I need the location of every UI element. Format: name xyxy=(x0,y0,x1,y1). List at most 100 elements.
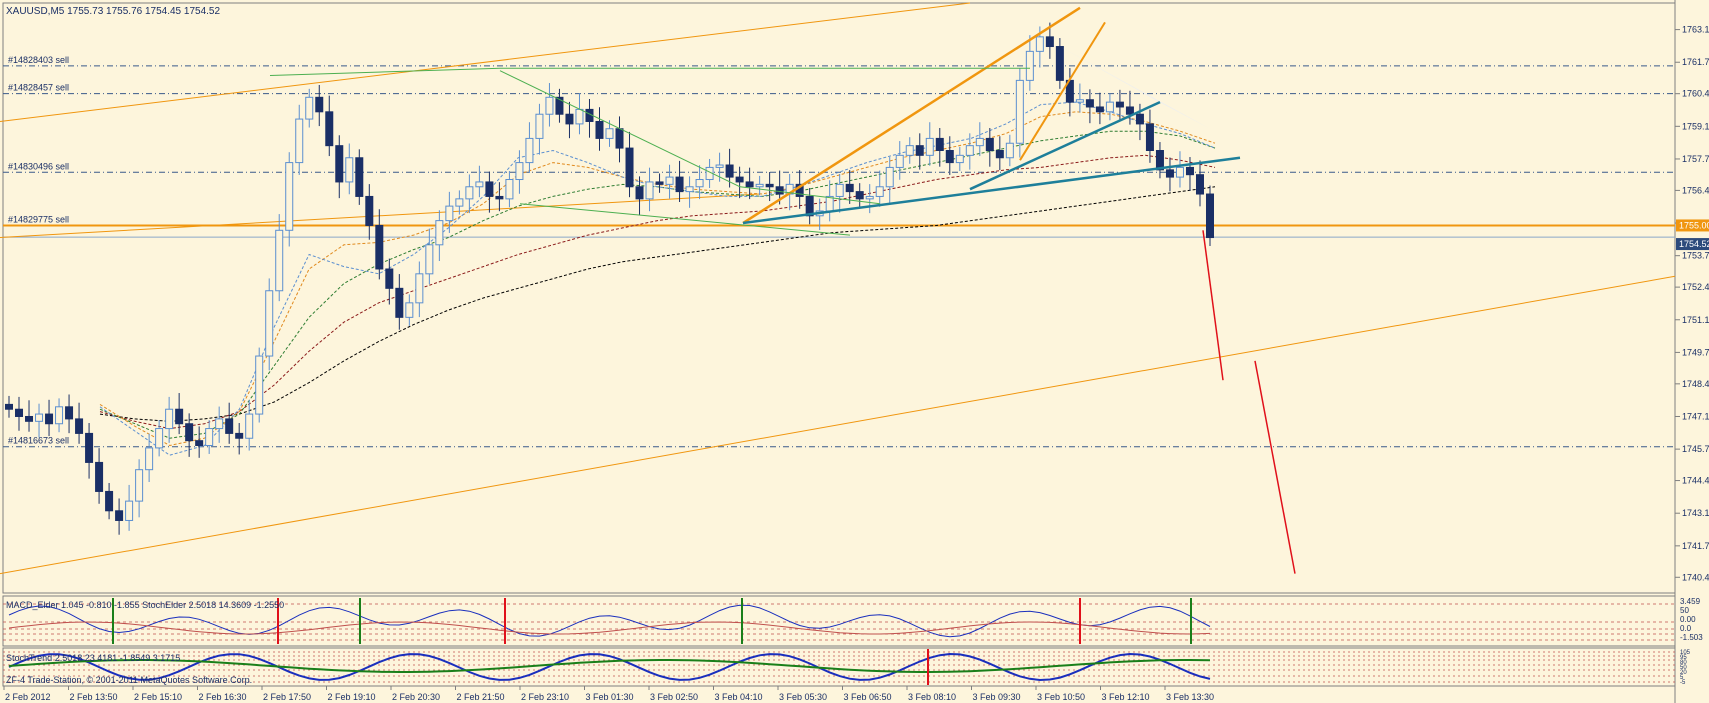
price-tick-label-11: 1748.45 xyxy=(1682,379,1709,389)
stoch-scale-5: 5 xyxy=(1680,675,1684,681)
candle-body-5 xyxy=(55,406,64,425)
candle-49 xyxy=(495,182,504,212)
candle-65 xyxy=(655,173,664,193)
candle-body-35 xyxy=(355,157,364,197)
time-tick-label-10: 3 Feb 02:50 xyxy=(650,692,698,702)
candle-4 xyxy=(45,399,54,437)
candle-102 xyxy=(1025,35,1034,91)
candle-12 xyxy=(125,484,134,531)
candle-body-46 xyxy=(465,186,474,200)
candle-body-57 xyxy=(575,108,584,125)
candle-body-1 xyxy=(15,408,24,417)
candle-body-37 xyxy=(375,224,384,270)
price-tick-label-0: 1763.10 xyxy=(1682,25,1709,35)
candle-body-107 xyxy=(1075,99,1084,103)
candle-body-52 xyxy=(525,137,534,164)
candle-body-109 xyxy=(1095,106,1104,113)
candle-body-28 xyxy=(285,162,294,231)
price-tick-label-12: 1747.10 xyxy=(1682,411,1709,421)
order-label-3: #14829775 sell xyxy=(8,214,69,224)
time-tick-label-15: 3 Feb 09:30 xyxy=(973,692,1021,702)
candle-32 xyxy=(325,95,334,157)
price-axis: 1763.10 1761.75 1760.45 1759.10 1757.75 1756.… xyxy=(1675,25,1709,582)
green-base-line-2 xyxy=(739,186,881,205)
candle-11 xyxy=(115,498,124,535)
candle-body-60 xyxy=(605,128,614,139)
candle-50 xyxy=(505,171,514,208)
candle-body-119 xyxy=(1195,174,1204,195)
candle-body-108 xyxy=(1085,99,1094,108)
candle-body-9 xyxy=(95,461,104,492)
candle-9 xyxy=(95,448,104,504)
price-tick-label-8: 1752.45 xyxy=(1682,282,1709,292)
candle-105 xyxy=(1055,38,1064,89)
time-tick-label-6: 2 Feb 20:30 xyxy=(392,692,440,702)
price-tick-label-7: 1753.75 xyxy=(1682,251,1709,261)
order-label-0: #14828403 sell xyxy=(8,55,69,65)
candle-body-31 xyxy=(315,96,324,113)
candle-body-77 xyxy=(775,186,784,195)
candle-100 xyxy=(1005,134,1014,167)
channel-lines xyxy=(0,2,1676,575)
candle-64 xyxy=(645,167,654,212)
candle-98 xyxy=(985,128,994,167)
candle-body-101 xyxy=(1015,79,1024,144)
candle-body-29 xyxy=(295,118,304,164)
price-tick-label-13: 1745.75 xyxy=(1682,444,1709,454)
time-tick-label-11: 3 Feb 04:10 xyxy=(715,692,763,702)
candle-body-54 xyxy=(545,96,554,115)
candle-96 xyxy=(965,133,974,170)
price-tick-label-17: 1740.45 xyxy=(1682,572,1709,582)
candle-115 xyxy=(1155,142,1164,179)
candle-body-21 xyxy=(215,418,224,430)
candle-7 xyxy=(75,402,84,444)
price-candles xyxy=(5,22,1214,535)
candle-112 xyxy=(1125,90,1134,125)
candle-body-62 xyxy=(625,147,634,188)
candle-body-92 xyxy=(925,137,934,156)
candle-body-38 xyxy=(385,268,394,289)
stoch-signal-line xyxy=(8,659,1211,673)
candle-body-16 xyxy=(165,408,174,430)
stoch-scale-6: -5 xyxy=(1680,680,1686,686)
price-tick-label-2: 1760.45 xyxy=(1682,89,1709,99)
time-tick-label-9: 3 Feb 01:30 xyxy=(586,692,634,702)
candle-30 xyxy=(305,88,314,128)
macd-scale-4: -1.503 xyxy=(1680,633,1703,642)
candle-73 xyxy=(735,166,744,199)
candle-34 xyxy=(345,143,354,195)
candle-body-111 xyxy=(1115,101,1124,108)
candle-38 xyxy=(385,258,394,305)
time-tick-label-14: 3 Feb 08:10 xyxy=(908,692,956,702)
candle-109 xyxy=(1095,92,1104,125)
stoch-scale-3: 50 xyxy=(1680,665,1687,671)
candle-body-72 xyxy=(725,164,734,178)
candle-body-18 xyxy=(185,423,194,442)
rising-wedge-upper xyxy=(742,6,1081,225)
time-tick-label-2: 2 Feb 15:10 xyxy=(134,692,182,702)
candle-108 xyxy=(1085,89,1094,124)
candle-28 xyxy=(285,152,294,247)
candle-35 xyxy=(355,149,364,205)
candle-94 xyxy=(945,136,954,175)
candle-107 xyxy=(1075,83,1084,113)
candle-body-3 xyxy=(35,413,44,422)
candle-body-23 xyxy=(235,432,244,439)
time-tick-label-18: 3 Feb 13:30 xyxy=(1166,692,1214,702)
stoch-scale-0: 105 xyxy=(1680,650,1691,656)
candle-body-30 xyxy=(305,96,314,120)
time-tick-label-13: 3 Feb 06:50 xyxy=(844,692,892,702)
candle-120 xyxy=(1205,185,1214,247)
shaded-triangle xyxy=(1060,46,1210,129)
candle-body-12 xyxy=(125,500,134,521)
candle-body-24 xyxy=(245,413,254,439)
candle-body-110 xyxy=(1105,101,1114,113)
candle-2 xyxy=(25,400,34,432)
candle-72 xyxy=(725,148,734,188)
order-label-1: #14828457 sell xyxy=(8,83,69,93)
candle-body-82 xyxy=(825,195,834,212)
candle-13 xyxy=(135,459,144,518)
candle-42 xyxy=(425,228,434,285)
